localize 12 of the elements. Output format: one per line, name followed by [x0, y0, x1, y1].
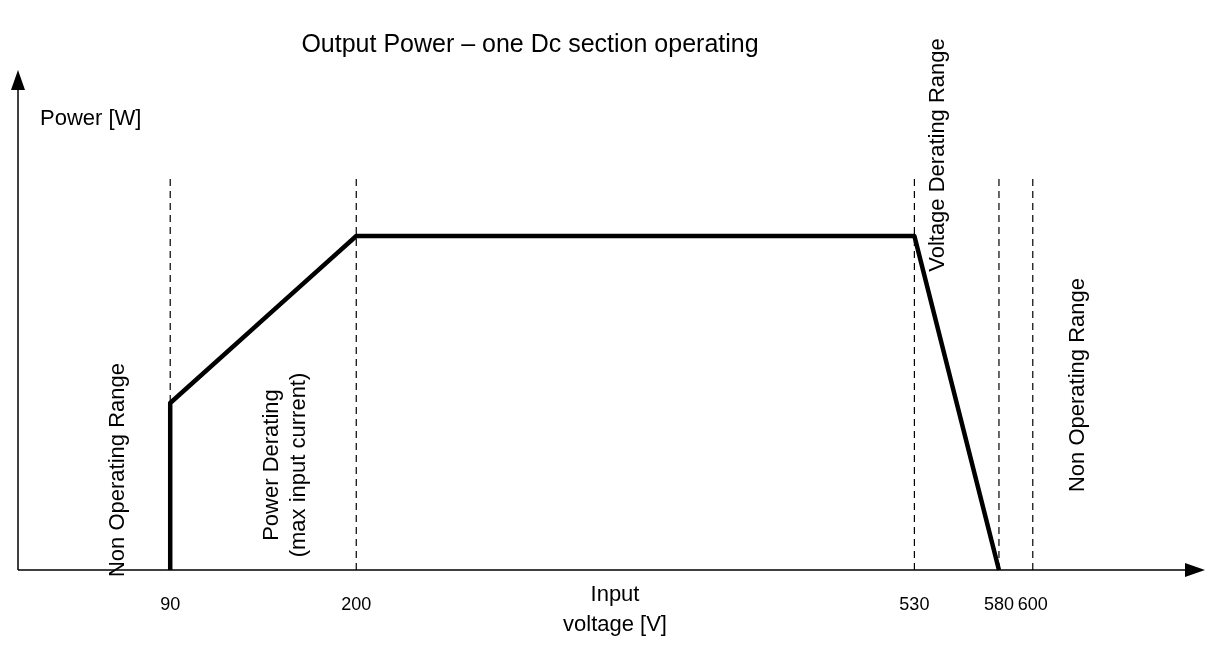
annotation: Voltage Derating Range: [923, 38, 949, 272]
chart-title: Output Power – one Dc section operating: [301, 29, 759, 57]
x-tick-label: 200: [341, 594, 372, 614]
annotation: Power Derating (max input current): [257, 372, 310, 558]
x-tick-label: 600: [1017, 594, 1048, 614]
x-tick-label: 530: [899, 594, 930, 614]
annotation: Non Operating Range: [103, 362, 129, 578]
x-tick-label: 90: [160, 594, 181, 614]
annotation: Non Operating Range: [1063, 277, 1089, 493]
x-tick-label: 580: [983, 594, 1014, 614]
x-axis-title: Input voltage [V]: [563, 581, 667, 636]
y-axis-title: Power [W]: [40, 105, 142, 130]
